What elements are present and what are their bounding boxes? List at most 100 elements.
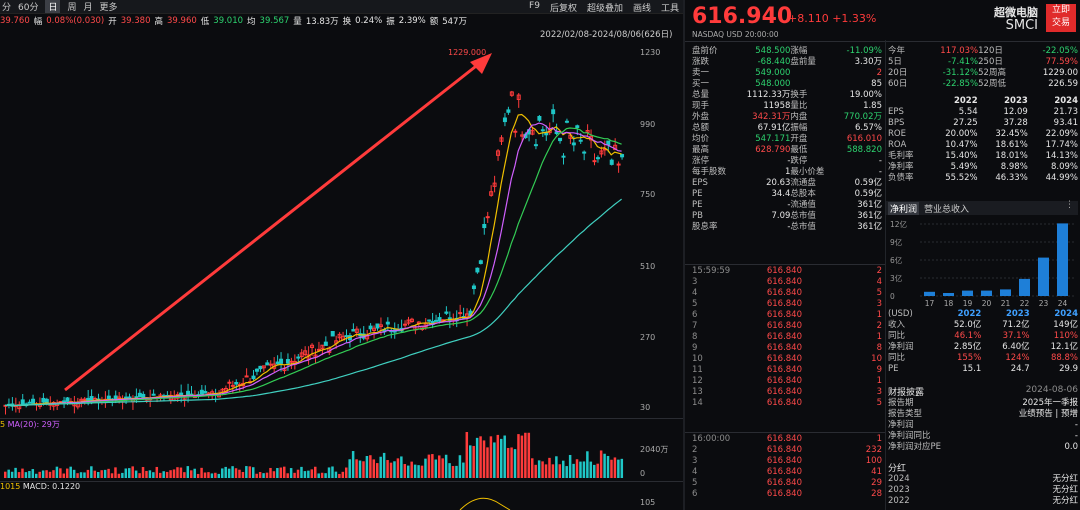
table-row: 外盘 342.31万 内盘 770.02万	[692, 112, 882, 123]
swing-label: 振	[386, 16, 395, 27]
report-title: 财报披露	[888, 388, 925, 398]
table-cell: BPS	[888, 118, 905, 128]
volume-bar	[403, 464, 407, 478]
more-icon[interactable]: ⋮	[1065, 200, 1074, 210]
table-cell: 负债率	[888, 173, 914, 183]
volume-bar	[303, 471, 307, 478]
trade-button[interactable]: 立即 交易	[1046, 4, 1076, 32]
date-range: 2022/02/08-2024/08/06(626日)	[540, 30, 673, 40]
volume-bar	[155, 466, 159, 478]
panel-divider[interactable]	[683, 0, 685, 510]
table-cell: 250日	[978, 57, 1003, 67]
table-cell: 净利润对应PE	[888, 442, 941, 452]
table-row: 净利润 2.85亿 6.40亿 12.1亿	[888, 342, 1078, 353]
table-cell: 616.840	[766, 365, 802, 375]
volume-bar	[462, 462, 465, 478]
f9-button[interactable]: F9	[529, 1, 540, 11]
profit-bar[interactable]	[962, 290, 973, 296]
table-cell: 内盘	[790, 112, 808, 122]
table-cell: 616.840	[766, 478, 802, 488]
tab-revenue[interactable]: 营业总收入	[924, 205, 970, 215]
tab-week[interactable]: 周	[67, 3, 77, 13]
quote-bar: 39.760 幅 0.08%(0.030) 开 39.380 高 39.960 低 39…	[0, 14, 683, 27]
table-cell: 9	[692, 343, 698, 353]
table-row: 3 616.840 4	[692, 277, 882, 288]
profit-bar[interactable]	[1019, 278, 1030, 296]
volume-bar	[307, 470, 310, 478]
volume-bar	[544, 464, 548, 478]
table-cell: 5	[692, 299, 698, 309]
profit-bar[interactable]	[1057, 223, 1068, 296]
amount-label: 额	[429, 16, 439, 27]
table-cell: 37.1%	[1002, 331, 1030, 341]
candle	[489, 191, 494, 196]
candle	[620, 154, 625, 158]
volume-bar	[103, 469, 107, 478]
table-row: ROA 10.47% 18.61% 17.74%	[888, 140, 1078, 151]
table-row: 毛利率 15.40% 18.01% 14.13%	[888, 151, 1078, 162]
tab-minute[interactable]: 分	[2, 3, 12, 13]
tick-time: 16:00:00	[692, 434, 731, 444]
table-cell: 24.7	[1010, 364, 1030, 374]
overlay-button[interactable]: 超级叠加	[586, 4, 623, 14]
vol-label: 量	[293, 16, 302, 27]
table-cell: 361亿	[857, 222, 882, 232]
tab-day[interactable]: 日	[45, 0, 61, 13]
table-row: 总量 1112.33万 换手 19.00%	[692, 90, 882, 101]
high-label: 高	[154, 16, 164, 27]
tab-month[interactable]: 月	[83, 3, 93, 13]
table-row: 每手股数 1 最小价差 -	[692, 167, 882, 178]
table-cell: 总量	[692, 90, 710, 100]
volume-bar	[59, 468, 62, 478]
table-cell: 4	[692, 288, 698, 298]
candle	[279, 358, 284, 364]
last-price: 616.940	[692, 4, 793, 29]
tab-net-profit[interactable]: 净利润	[888, 202, 920, 215]
candlestick-chart[interactable]	[0, 38, 640, 418]
table-cell: 均价	[692, 134, 710, 144]
volume-bar	[7, 469, 10, 478]
candle	[230, 384, 235, 387]
bar-x-label: 18	[944, 299, 954, 308]
tick-table-2: 16:00:00 616.840 1 2 616.840 232 3 616.840 100 4 6…	[692, 434, 882, 500]
profit-bar[interactable]	[1000, 289, 1011, 296]
volume-bar	[165, 471, 169, 478]
candle	[244, 375, 249, 378]
volume-bar	[579, 461, 582, 478]
tools-button[interactable]: 工具	[660, 4, 679, 14]
volume-bar	[69, 466, 72, 478]
tab-more[interactable]: 更多	[99, 3, 118, 13]
candle	[275, 361, 280, 365]
profit-bar[interactable]	[924, 291, 935, 296]
table-cell: 149亿	[1053, 320, 1078, 330]
draw-line-button[interactable]: 画线	[632, 4, 651, 14]
volume-bar	[300, 466, 303, 478]
adjust-button[interactable]: 后复权	[549, 4, 577, 14]
table-cell: 13	[692, 387, 703, 397]
swing-value: 2.39%	[398, 15, 426, 26]
table-cell: -	[878, 156, 882, 166]
avg-label: 均	[247, 16, 256, 27]
table-row: 5 616.840 3	[692, 299, 882, 310]
profit-bar[interactable]	[1038, 257, 1049, 296]
candle	[106, 395, 111, 400]
candle	[31, 398, 36, 404]
table-cell: 涨停	[692, 156, 710, 166]
bar-x-label: 22	[1020, 299, 1030, 308]
profit-bar[interactable]	[981, 290, 992, 296]
table-row: 买一 548.000 85	[692, 79, 882, 90]
volume-bar	[107, 468, 110, 478]
table-cell: -	[787, 200, 791, 210]
volume-bar	[183, 472, 186, 478]
volume-bar	[586, 451, 589, 478]
table-cell: 收入	[888, 320, 906, 330]
table-row: 报告类型 业绩预告 | 预增	[888, 409, 1078, 420]
tab-60min[interactable]: 60分	[18, 3, 39, 13]
profit-bar[interactable]	[943, 293, 954, 296]
volume-bar	[93, 470, 97, 478]
market-info: NASDAQ USD 20:00:00	[692, 30, 779, 39]
table-cell: 616.840	[766, 398, 802, 408]
table-cell: 6	[692, 489, 698, 499]
vol-value: 13.83万	[305, 16, 339, 27]
volume-bar	[438, 455, 441, 478]
